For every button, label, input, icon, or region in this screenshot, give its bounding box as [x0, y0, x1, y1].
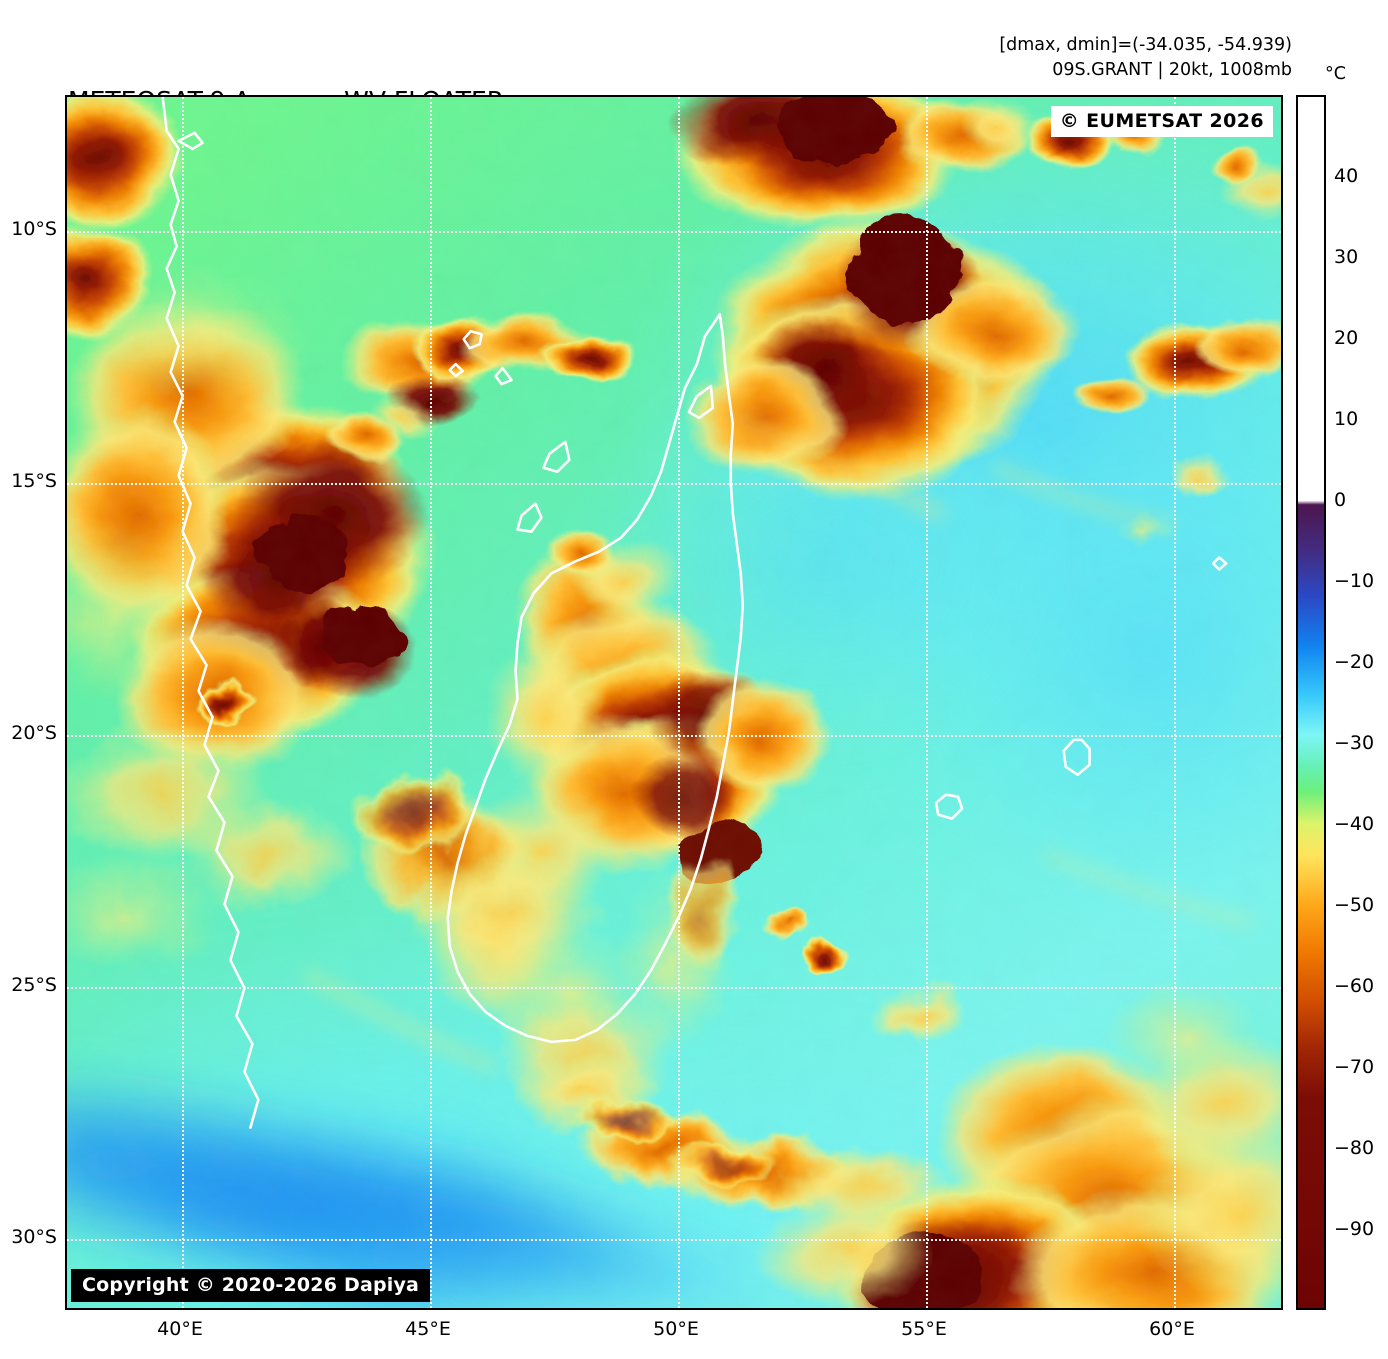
gridline-lon-50 — [678, 97, 680, 1308]
ytick-label-10s: 10°S — [11, 218, 57, 240]
ytick-label-15s: 15°S — [11, 470, 57, 492]
gridline-lat-20 — [67, 735, 1281, 737]
colorbar-tick-m50: −50 — [1334, 894, 1375, 916]
gridline-lon-45 — [430, 97, 432, 1308]
gridline-lon-40 — [182, 97, 184, 1308]
dminmax-text: [dmax, dmin]=(-34.035, -54.939) — [999, 35, 1292, 55]
colorbar-tick-m80: −80 — [1334, 1137, 1375, 1159]
colorbar-tick-30: 30 — [1334, 246, 1359, 268]
metadata-block: [dmax, dmin]=(-34.035, -54.939) 09S.GRAN… — [999, 33, 1292, 83]
water-vapor-imagery — [67, 97, 1281, 1308]
colorbar-tick-m10: −10 — [1334, 570, 1375, 592]
colorbar-tick-m20: −20 — [1334, 651, 1375, 673]
eumetsat-copyright-badge: © EUMETSAT 2026 — [1050, 106, 1273, 137]
colorbar-tick-40: 40 — [1334, 165, 1359, 187]
ytick-label-25s: 25°S — [11, 974, 57, 996]
dapiya-copyright-badge: Copyright © 2020-2026 Dapiya — [71, 1269, 431, 1302]
colorbar-tick-m70: −70 — [1334, 1056, 1375, 1078]
xtick-label-40e: 40°E — [157, 1318, 203, 1340]
xtick-label-50e: 50°E — [653, 1318, 699, 1340]
colorbar-tick-m60: −60 — [1334, 975, 1375, 997]
coastline-overlay — [161, 97, 1228, 1129]
ytick-label-20s: 20°S — [11, 722, 57, 744]
gridline-lat-30 — [67, 1239, 1281, 1241]
xtick-label-55e: 55°E — [901, 1318, 947, 1340]
colorbar-unit-label: °C — [1325, 64, 1346, 84]
satellite-image-plot[interactable]: © EUMETSAT 2026 Copyright © 2020-2026 Da… — [65, 95, 1283, 1310]
colorbar-gradient — [1298, 97, 1324, 1308]
xtick-label-45e: 45°E — [405, 1318, 451, 1340]
gridline-lat-10 — [67, 231, 1281, 233]
colorbar[interactable] — [1296, 95, 1326, 1310]
colorbar-tick-0: 0 — [1334, 489, 1347, 511]
colorbar-tick-20: 20 — [1334, 327, 1359, 349]
gridline-lat-15 — [67, 483, 1281, 485]
ytick-label-30s: 30°S — [11, 1226, 57, 1248]
colorbar-tick-m90: −90 — [1334, 1218, 1375, 1240]
xtick-label-60e: 60°E — [1149, 1318, 1195, 1340]
gridline-lon-60 — [1174, 97, 1176, 1308]
colorbar-tick-m40: −40 — [1334, 813, 1375, 835]
colorbar-tick-m30: −30 — [1334, 732, 1375, 754]
storm-info-text: 09S.GRANT | 20kt, 1008mb — [1052, 59, 1292, 80]
colorbar-tick-10: 10 — [1334, 408, 1359, 430]
gridline-lon-55 — [926, 97, 928, 1308]
gridline-lat-25 — [67, 987, 1281, 989]
